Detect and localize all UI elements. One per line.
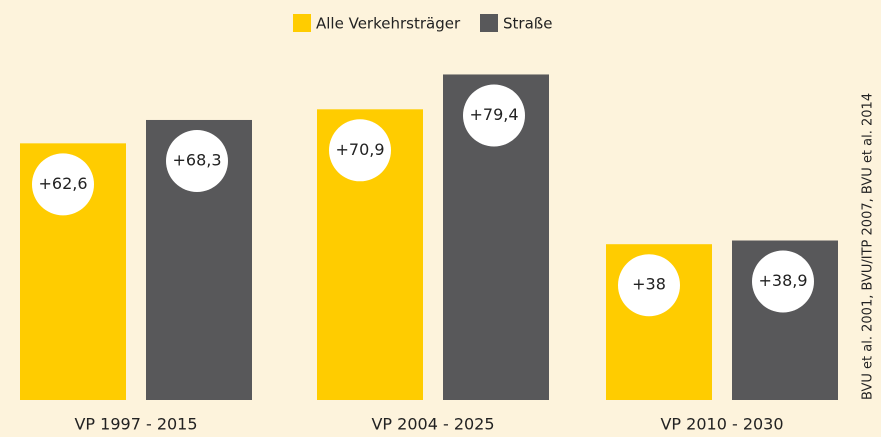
value-badge: [32, 153, 94, 216]
legend-swatch: [480, 14, 498, 32]
value-badge: [618, 254, 680, 317]
value-badge: [752, 250, 814, 313]
x-tick-label: VP 1997 - 2015: [74, 415, 197, 434]
value-label: +70,9: [335, 140, 384, 159]
value-badge: [463, 84, 525, 147]
value-badge: [166, 129, 228, 192]
legend-label: Straße: [503, 15, 552, 33]
value-label: +38: [632, 275, 666, 294]
value-label: +68,3: [172, 150, 221, 169]
x-tick-label: VP 2004 - 2025: [371, 415, 494, 434]
value-label: +62,6: [38, 174, 87, 193]
value-badge: [329, 119, 391, 182]
value-label: +79,4: [469, 105, 518, 124]
legend-swatch: [293, 14, 311, 32]
x-tick-label: VP 2010 - 2030: [660, 415, 783, 434]
source: BVU et al. 2001, BVU/ITP 2007, BVU et al…: [861, 93, 876, 400]
legend-label: Alle Verkehrsträger: [316, 15, 461, 33]
value-label: +38,9: [758, 271, 807, 290]
